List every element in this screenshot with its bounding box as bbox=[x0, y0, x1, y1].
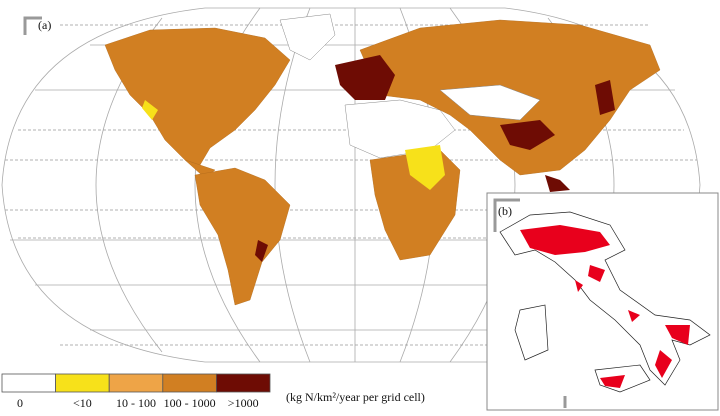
panel-label: (b) bbox=[498, 204, 512, 218]
legend-unit: (kg N/km²/year per grid cell) bbox=[286, 390, 425, 404]
legend-label: 10 - 100 bbox=[116, 396, 156, 410]
panel-label: (a) bbox=[38, 18, 51, 32]
corner-mark bbox=[493, 198, 520, 232]
legend-swatch bbox=[162, 373, 217, 393]
legend-label: 0 bbox=[17, 396, 23, 410]
corner-mark bbox=[23, 16, 42, 35]
legend-label: <10 bbox=[73, 396, 92, 410]
legend: (kg N/km²/year per grid cell) 0 <10 10 - 1… bbox=[1, 373, 425, 410]
legend-label: 100 - 1000 bbox=[164, 396, 216, 410]
inset-frame bbox=[486, 192, 719, 411]
legend-swatch bbox=[1, 373, 56, 393]
italy-outline bbox=[499, 211, 711, 393]
inset-map: (b) bbox=[486, 192, 719, 411]
legend-swatch bbox=[215, 373, 271, 393]
legend-label: >1000 bbox=[228, 396, 259, 410]
legend-swatch bbox=[108, 373, 164, 393]
hotspots bbox=[520, 225, 690, 388]
legend-swatch bbox=[55, 373, 110, 393]
